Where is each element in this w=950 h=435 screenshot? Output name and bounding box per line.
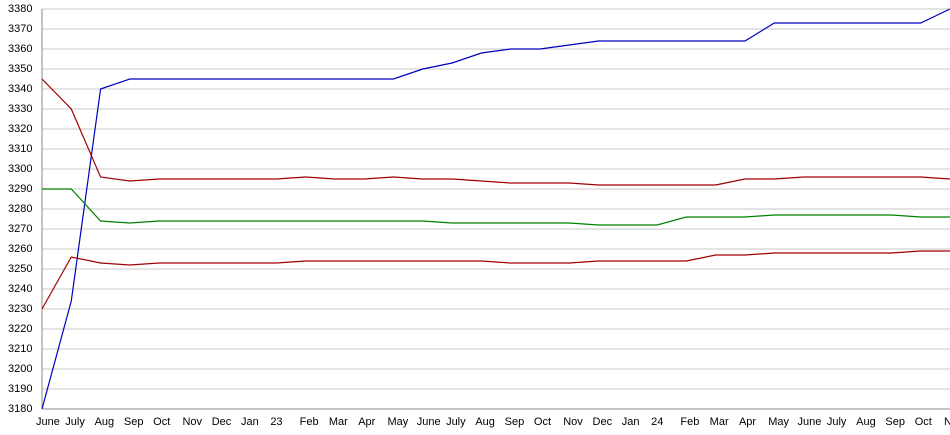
x-tick-label: Nov (182, 416, 202, 428)
x-tick-label: Apr (739, 416, 756, 428)
y-tick-label: 3210 (8, 343, 32, 355)
y-tick-label: 3350 (8, 63, 32, 75)
y-tick-label: 3310 (8, 143, 32, 155)
x-tick-label: Dec (212, 416, 232, 428)
series-line (41, 8, 950, 410)
x-tick-label: Feb (680, 416, 699, 428)
x-tick-label: Feb (300, 416, 319, 428)
y-tick-label: 3300 (8, 163, 32, 175)
y-tick-label: 3330 (8, 103, 32, 115)
y-tick-label: 3260 (8, 243, 32, 255)
x-tick-label: Sep (124, 416, 144, 428)
y-tick-label: 3290 (8, 183, 32, 195)
x-tick-label: Aug (856, 416, 876, 428)
x-tick-label: Mar (710, 416, 729, 428)
x-tick-label: Jan (622, 416, 640, 428)
x-tick-label: July (827, 416, 847, 428)
x-tick-label: 23 (270, 416, 282, 428)
x-tick-label: June (36, 416, 60, 428)
x-tick-label: July (65, 416, 85, 428)
y-tick-label: 3230 (8, 303, 32, 315)
y-tick-label: 3200 (8, 363, 32, 375)
y-tick-label: 3220 (8, 323, 32, 335)
x-tick-label: June (417, 416, 441, 428)
y-tick-label: 3370 (8, 23, 32, 35)
x-tick-label: June (798, 416, 822, 428)
y-tick-label: 3250 (8, 263, 32, 275)
x-tick-label: Oct (915, 416, 932, 428)
x-tick-label: Mar (329, 416, 348, 428)
y-tick-label: 3380 (8, 3, 32, 15)
x-tick-label: Dec (593, 416, 613, 428)
series-line (41, 78, 950, 186)
x-tick-label: Oct (534, 416, 551, 428)
x-tick-label: Aug (95, 416, 115, 428)
x-tick-label: Oct (153, 416, 170, 428)
series-line (41, 250, 950, 310)
series-line (42, 188, 950, 226)
x-tick-label: Aug (475, 416, 495, 428)
y-tick-label: 3280 (8, 203, 32, 215)
x-tick-label: No (944, 416, 950, 428)
x-tick-label: Apr (358, 416, 375, 428)
y-tick-label: 3190 (8, 383, 32, 395)
x-tick-label: May (387, 416, 408, 428)
y-tick-label: 3320 (8, 123, 32, 135)
y-tick-label: 3180 (8, 403, 32, 415)
x-tick-label: Sep (885, 416, 905, 428)
x-tick-label: 24 (651, 416, 663, 428)
x-tick-label: Nov (563, 416, 583, 428)
y-tick-label: 3340 (8, 83, 32, 95)
y-tick-label: 3360 (8, 43, 32, 55)
x-tick-label: July (446, 416, 466, 428)
x-tick-label: Jan (241, 416, 259, 428)
x-tick-label: May (768, 416, 789, 428)
x-tick-label: Sep (505, 416, 525, 428)
y-tick-label: 3240 (8, 283, 32, 295)
y-tick-label: 3270 (8, 223, 32, 235)
